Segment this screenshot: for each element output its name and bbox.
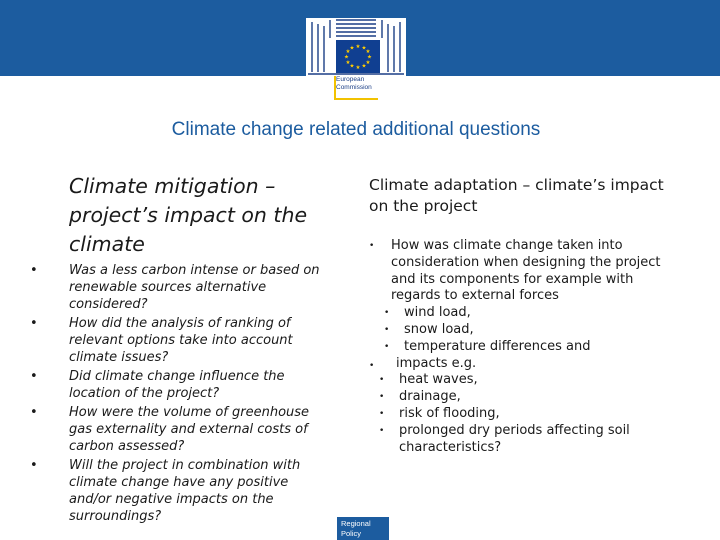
- bullet-icon: •: [30, 263, 38, 278]
- regional-policy-footer: Regional Policy: [337, 517, 389, 540]
- svg-text:★: ★: [344, 55, 349, 61]
- list-item: • How were the volume of greenhouse gas e…: [30, 404, 330, 455]
- logo-underline: [334, 98, 378, 100]
- svg-text:★: ★: [356, 65, 361, 71]
- sub-item-text: drainage,: [399, 389, 461, 405]
- list-item-text: Will the project in combination with cli…: [69, 458, 301, 524]
- logo-rule: [334, 76, 336, 100]
- sub-list-item: • drainage,: [379, 389, 669, 406]
- svg-text:★: ★: [356, 44, 361, 50]
- svg-text:★: ★: [346, 49, 351, 55]
- european-commission-logo: ★ ★ ★ ★ ★ ★ ★ ★ ★ ★ ★ ★ European Commission: [306, 18, 406, 100]
- bullet-icon: •: [384, 324, 390, 335]
- sub-list-item: • prolonged dry periods affecting soil ch…: [379, 423, 669, 457]
- svg-text:★: ★: [366, 60, 371, 66]
- sub-item-text: wind load,: [404, 305, 471, 321]
- bullet-icon: •: [379, 425, 385, 436]
- list-item: • How was climate change taken into cons…: [369, 238, 669, 305]
- list-item: • Will the project in combination with cl…: [30, 457, 330, 525]
- bullet-icon: •: [379, 408, 385, 419]
- list-item: • Did climate change influence the locati…: [30, 368, 330, 402]
- left-heading: Climate mitigation – project’s impact on…: [69, 174, 308, 256]
- list-item-text: Did climate change influence the locatio…: [69, 369, 285, 401]
- bullet-icon: •: [369, 360, 375, 371]
- svg-text:★: ★: [362, 46, 367, 52]
- svg-text:★: ★: [350, 64, 355, 70]
- sub-item-text: heat waves,: [399, 372, 478, 388]
- list-item-text: Was a less carbon intense or based on re…: [69, 263, 320, 312]
- right-question-block: • How was climate change taken into cons…: [369, 238, 669, 456]
- list-item: • Was a less carbon intense or based on r…: [30, 262, 330, 313]
- bullet-icon: •: [30, 316, 38, 331]
- sub-list-item: • heat waves,: [379, 372, 669, 389]
- bullet-icon: •: [379, 375, 385, 386]
- sub-list: • heat waves, • drainage, • risk of floodin…: [369, 372, 669, 456]
- right-heading: Climate adaptation – climate’s impact on…: [369, 176, 664, 215]
- bullet-icon: •: [369, 241, 375, 251]
- sub-list-item: • wind load,: [384, 305, 669, 322]
- left-question-list: • Was a less carbon intense or based on r…: [30, 262, 330, 527]
- sub-item-text: risk of flooding,: [399, 405, 500, 421]
- sub-list-item: • temperature differences and: [384, 339, 669, 356]
- sub-list-item: • snow load,: [384, 322, 669, 339]
- sub-item-text: temperature differences and: [404, 338, 591, 354]
- list-item: • How did the analysis of ranking of rele…: [30, 315, 330, 366]
- sub-item-text: prolonged dry periods affecting soil cha…: [399, 422, 630, 455]
- sub-list-item: • risk of flooding,: [379, 406, 669, 423]
- svg-text:★: ★: [350, 46, 355, 52]
- bullet-icon: •: [379, 392, 385, 403]
- sub-list: • wind load, • snow load, • temperature dif…: [369, 305, 669, 355]
- eu-flag-icon: ★ ★★ ★★★ ★★★ ★★★: [336, 40, 380, 73]
- bullet-icon: •: [30, 405, 38, 420]
- bullet-icon: •: [384, 341, 390, 352]
- svg-text:★: ★: [346, 60, 351, 66]
- bullet-icon: •: [30, 458, 38, 473]
- bullet-icon: •: [30, 369, 38, 384]
- list-item-text: How did the analysis of ranking of relev…: [69, 316, 293, 365]
- slide-title: Climate change related additional questi…: [171, 119, 541, 140]
- svg-text:★: ★: [367, 55, 372, 61]
- bullet-icon: •: [384, 308, 390, 319]
- list-item: • impacts e.g.: [369, 356, 669, 373]
- svg-text:★: ★: [362, 64, 367, 70]
- svg-text:★: ★: [366, 49, 371, 55]
- logo-text: European Commission: [336, 76, 372, 91]
- list-item-text: impacts e.g.: [396, 355, 477, 371]
- list-item-text: How were the volume of greenhouse gas ex…: [69, 405, 310, 454]
- sub-item-text: snow load,: [404, 321, 474, 337]
- list-item-text: How was climate change taken into consid…: [391, 238, 661, 304]
